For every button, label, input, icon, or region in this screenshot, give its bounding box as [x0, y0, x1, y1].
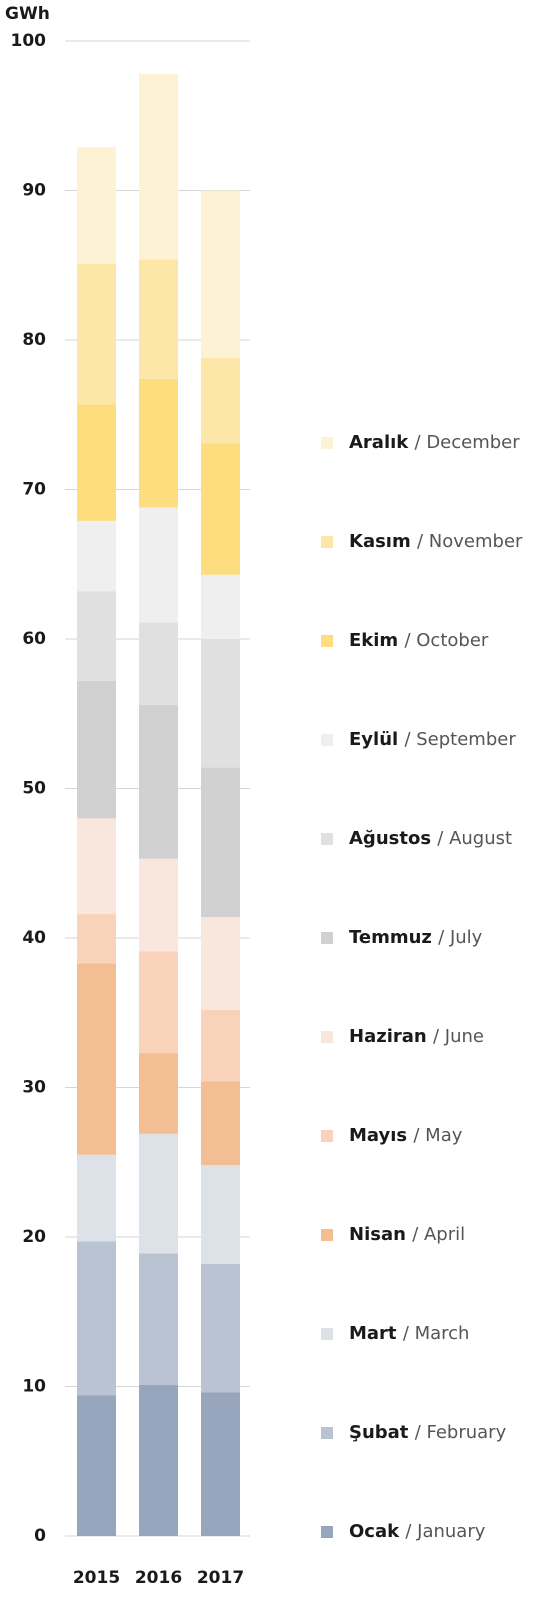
bar-segment	[77, 263, 116, 405]
legend-swatch	[321, 635, 333, 647]
bar-segment	[201, 190, 240, 358]
legend-label: Ağustos / August	[349, 828, 512, 849]
legend-swatch	[321, 932, 333, 944]
y-tick-label: 100	[11, 31, 47, 51]
y-tick-label: 70	[22, 480, 46, 500]
bar-segment	[139, 1385, 178, 1536]
y-tick-label: 40	[22, 928, 46, 948]
legend-label: Aralık / December	[349, 432, 520, 453]
legend-label: Mart / March	[349, 1323, 469, 1344]
legend-label: Eylül / September	[349, 729, 516, 750]
bar-segment	[139, 1053, 178, 1134]
bar-segment	[77, 818, 116, 915]
bar-segment	[201, 1263, 240, 1393]
bar-segment	[77, 1154, 116, 1242]
bar-segment	[201, 1009, 240, 1082]
y-tick-label: 0	[34, 1526, 46, 1546]
bar-segment	[201, 917, 240, 1010]
legend-label: Temmuz / July	[349, 927, 483, 948]
y-axis-label: GWh	[5, 4, 50, 24]
bar-segment	[139, 507, 178, 623]
y-tick-label: 20	[22, 1227, 46, 1247]
legend-swatch	[321, 1130, 333, 1142]
bar-segment	[77, 1241, 116, 1396]
y-tick-label: 30	[22, 1078, 46, 1098]
legend-label: Mayıs / May	[349, 1125, 463, 1146]
bar-segment	[77, 404, 116, 521]
legend-swatch	[321, 1031, 333, 1043]
bar-segment	[77, 914, 116, 964]
bar-segment	[201, 1392, 240, 1536]
bar-segment	[139, 378, 178, 508]
legend-swatch	[321, 1229, 333, 1241]
legend-label: Haziran / June	[349, 1026, 484, 1047]
bar-segment	[201, 574, 240, 639]
legend-label: Şubat / February	[349, 1422, 507, 1443]
y-tick-label: 90	[22, 181, 46, 201]
bar-segment	[201, 443, 240, 575]
legend-label: Nisan / April	[349, 1224, 465, 1245]
legend-swatch	[321, 437, 333, 449]
bar-segment	[139, 73, 178, 260]
y-tick-label: 10	[22, 1377, 46, 1397]
y-tick-label: 80	[22, 330, 46, 350]
bar-segment	[139, 259, 178, 379]
x-tick-label: 2015	[73, 1568, 120, 1588]
y-tick-label: 60	[22, 629, 46, 649]
bar-segment	[77, 963, 116, 1155]
bar-segment	[139, 1133, 178, 1254]
bar-segment	[139, 704, 178, 859]
bar-segment	[201, 1081, 240, 1166]
bar-segment	[77, 1395, 116, 1536]
legend-swatch	[321, 1427, 333, 1439]
x-tick-label: 2017	[197, 1568, 244, 1588]
bar-segment	[139, 858, 178, 952]
legend-swatch	[321, 734, 333, 746]
y-tick-label: 50	[22, 779, 46, 799]
bar-segment	[77, 680, 116, 819]
bar-segment	[139, 951, 178, 1054]
bar-segment	[139, 1253, 178, 1386]
bar-segment	[201, 639, 240, 768]
bar-segment	[77, 520, 116, 592]
legend-swatch	[321, 536, 333, 548]
legend-swatch	[321, 1526, 333, 1538]
bar-segment	[201, 767, 240, 918]
legend-label: Ocak / January	[349, 1521, 486, 1542]
legend-swatch	[321, 833, 333, 845]
legend-label: Kasım / November	[349, 531, 523, 552]
bar-segment	[77, 147, 116, 264]
legend-label: Ekim / October	[349, 630, 489, 651]
bar-segment	[201, 357, 240, 444]
bar-segment	[139, 622, 178, 705]
x-tick-label: 2016	[135, 1568, 182, 1588]
legend-swatch	[321, 1328, 333, 1340]
bar-segment	[77, 591, 116, 681]
bar-segment	[201, 1165, 240, 1264]
